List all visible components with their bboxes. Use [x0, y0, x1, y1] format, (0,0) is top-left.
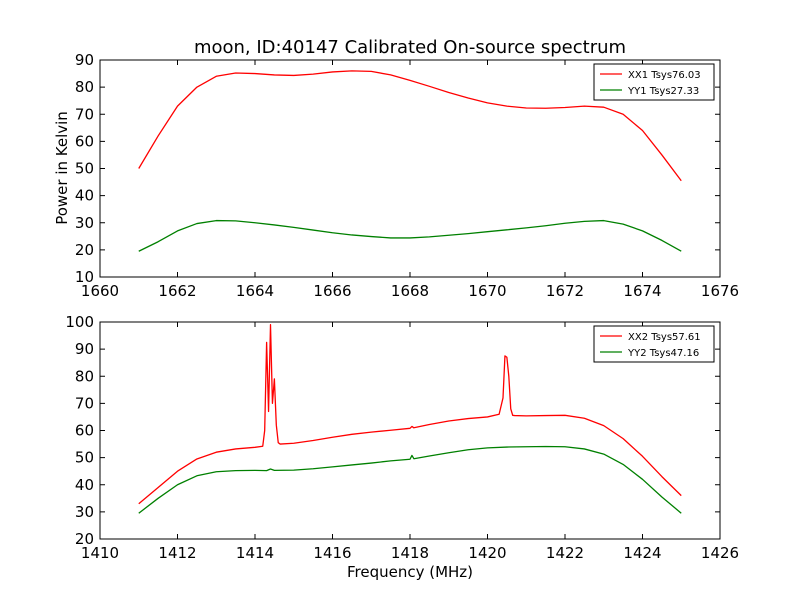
y-tick-label: 20	[75, 530, 94, 548]
y-tick-label: 10	[75, 268, 94, 286]
y-tick-label: 30	[75, 503, 94, 521]
y-tick-label: 80	[75, 367, 94, 385]
y-tick-label: 90	[75, 51, 94, 69]
legend-entry: XX1 Tsys76.03	[628, 70, 701, 81]
y-tick-label: 70	[75, 394, 94, 412]
y-tick-label: 70	[75, 105, 94, 123]
x-tick-label: 1666	[313, 282, 351, 300]
series-line-yy1	[138, 219, 682, 252]
x-tick-label: 1418	[391, 544, 429, 562]
x-tick-label: 1424	[623, 544, 661, 562]
legend-box	[593, 63, 715, 101]
x-tick-label: 1416	[313, 544, 351, 562]
y-tick-label: 60	[75, 132, 94, 150]
series-line-xx1	[138, 70, 682, 182]
x-tick-label: 1426	[701, 544, 739, 562]
legend-box	[593, 325, 715, 363]
legend-entry: YY1 Tsys27.33	[627, 86, 699, 97]
x-tick-label: 1414	[236, 544, 274, 562]
chart-title: moon, ID:40147 Calibrated On-source spec…	[194, 37, 626, 58]
x-tick-label: 1674	[623, 282, 661, 300]
y-tick-label: 50	[75, 160, 94, 178]
y-tick-label: 40	[75, 476, 94, 494]
x-axis-label: Frequency (MHz)	[347, 563, 473, 581]
upper-panel: 1660 1662 1664 1666 1668 1670 1672 1674 1676 10 20…	[75, 51, 739, 300]
y-tick-label: 60	[75, 422, 94, 440]
x-tick-label: 1676	[701, 282, 739, 300]
series-line-xx2	[138, 324, 682, 505]
x-tick-label: 1410	[81, 544, 119, 562]
y-tick-label: 90	[75, 340, 94, 358]
y-tick-label: 50	[75, 449, 94, 467]
y-axis-label: Power in Kelvin	[53, 111, 71, 225]
legend-entry: YY2 Tsys47.16	[627, 348, 699, 359]
y-tick-label: 20	[75, 241, 94, 259]
x-tick-label: 1670	[468, 282, 506, 300]
legend-entry: XX2 Tsys57.61	[628, 332, 701, 343]
y-tick-label: 80	[75, 78, 94, 96]
x-tick-label: 1664	[236, 282, 274, 300]
x-tick-label: 1672	[546, 282, 584, 300]
x-tick-label: 1420	[468, 544, 506, 562]
x-tick-label: 1660	[81, 282, 119, 300]
y-tick-label: 40	[75, 187, 94, 205]
y-tick-label: 30	[75, 214, 94, 232]
series-line-yy2	[138, 445, 682, 514]
x-tick-label: 1412	[158, 544, 196, 562]
x-tick-label: 1662	[158, 282, 196, 300]
x-tick-label: 1668	[391, 282, 429, 300]
y-tick-label: 100	[65, 313, 94, 331]
lower-panel: 1410 1412 1414 1416 1418 1420 1422 1424 1426 20 30…	[65, 313, 739, 562]
x-tick-label: 1422	[546, 544, 584, 562]
